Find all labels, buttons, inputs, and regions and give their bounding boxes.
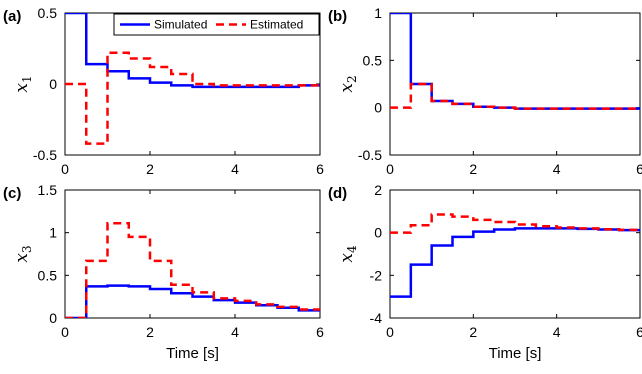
panel-label: (d) — [328, 185, 347, 202]
y-axis-label: x4 — [337, 245, 359, 263]
x-tick-label: 4 — [553, 161, 561, 177]
x-tick-label: 0 — [386, 161, 394, 177]
panel-label: (b) — [328, 8, 347, 25]
plot-area — [64, 189, 321, 319]
x-axis-label: Time [s] — [166, 345, 219, 362]
legend: Simulated Estimated — [113, 13, 320, 36]
x-tick-label: 2 — [146, 324, 154, 340]
y-axis-label: x1 — [12, 75, 34, 92]
y-axis-label-sub: 1 — [20, 75, 34, 83]
plot-area — [389, 189, 641, 319]
y-tick-label: -4 — [370, 310, 383, 326]
y-tick-label: 0 — [49, 76, 57, 92]
x-tick-label: 4 — [231, 161, 239, 177]
y-tick-label: 0.5 — [38, 267, 58, 283]
x-tick-label: 6 — [636, 324, 642, 340]
y-tick-label: 0 — [374, 100, 382, 116]
y-axis-label-sub: 4 — [345, 245, 359, 253]
y-axis-label-base: x — [337, 253, 357, 263]
series-estimated — [390, 213, 640, 234]
panel-label: (c) — [3, 185, 21, 202]
y-tick-label: 2 — [374, 182, 382, 198]
x-tick-label: 6 — [316, 161, 324, 177]
y-tick-label: 0 — [49, 310, 57, 326]
panel-label: (a) — [3, 8, 21, 25]
x-tick-label: 0 — [61, 161, 69, 177]
series-estimated — [390, 82, 640, 110]
y-tick-label: 0 — [374, 225, 382, 241]
series-estimated — [65, 222, 320, 318]
legend-label-simulated: Simulated — [154, 18, 207, 32]
y-tick-label: -2 — [370, 267, 383, 283]
x-axis-label: Time [s] — [489, 345, 542, 362]
y-tick-label: 1 — [49, 225, 57, 241]
series-simulated — [65, 13, 320, 89]
series-estimated — [65, 51, 320, 145]
y-axis-label: x3 — [12, 245, 34, 262]
panel-2: 0 2 4 6 0 0.5 1 1.5 (c) x3 Time [s] — [3, 182, 324, 362]
x-tick-label: 2 — [469, 324, 477, 340]
y-axis-label: x2 — [337, 75, 359, 92]
y-tick-label: 1 — [374, 5, 382, 21]
y-axis-label-base: x — [337, 83, 357, 93]
x-tick-label: 4 — [231, 324, 239, 340]
x-tick-label: 0 — [61, 324, 69, 340]
y-tick-label: -0.5 — [358, 147, 382, 163]
y-tick-label: 0.5 — [363, 52, 383, 68]
y-axis-label-sub: 2 — [345, 75, 359, 83]
panel-1: 0 2 4 6-0.500.51(b)x2 — [328, 5, 642, 177]
y-axis-label-sub: 3 — [20, 245, 34, 253]
x-tick-label: 0 — [386, 324, 394, 340]
y-axis-label-base: x — [12, 83, 32, 93]
x-tick-label: 2 — [146, 161, 154, 177]
x-tick-label: 4 — [553, 324, 561, 340]
y-tick-label: -0.5 — [33, 147, 57, 163]
x-tick-label: 2 — [469, 161, 477, 177]
y-tick-label: 1.5 — [38, 182, 58, 198]
x-tick-label: 6 — [636, 161, 642, 177]
legend-label-estimated: Estimated — [250, 18, 303, 32]
x-tick-label: 6 — [316, 324, 324, 340]
y-axis-label-base: x — [12, 253, 32, 263]
y-tick-label: 0.5 — [38, 5, 58, 21]
